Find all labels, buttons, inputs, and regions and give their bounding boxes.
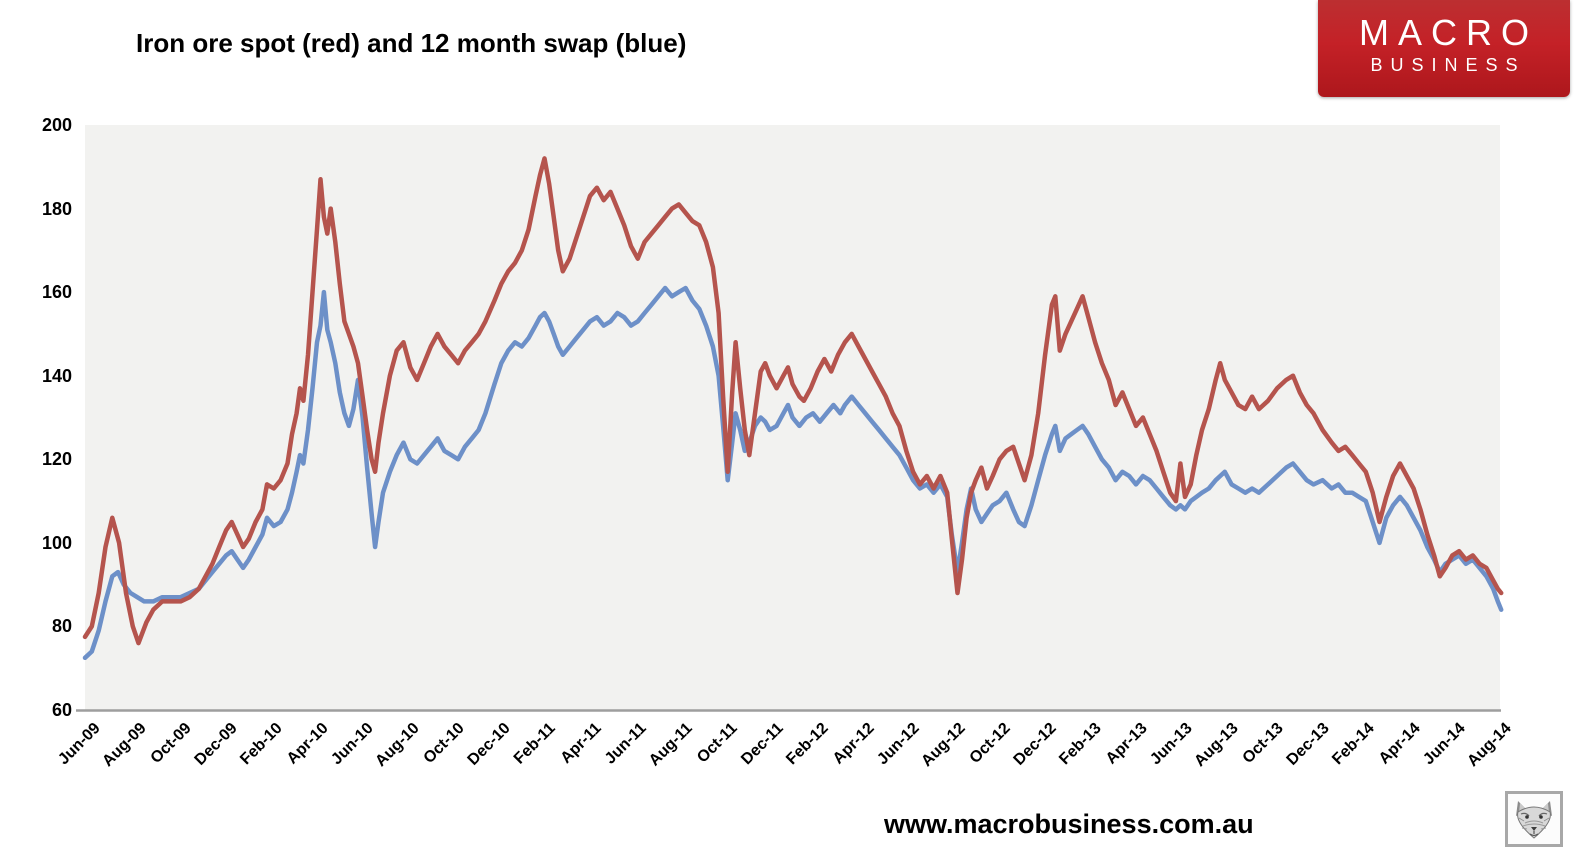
wolf-logo bbox=[1505, 791, 1563, 847]
y-axis-tick-label: 200 bbox=[41, 115, 72, 135]
y-axis-tick-label: 140 bbox=[41, 365, 72, 386]
chart-title: Iron ore spot (red) and 12 month swap (b… bbox=[136, 28, 687, 58]
y-axis-tick-label: 80 bbox=[51, 616, 72, 637]
y-axis-tick-label: 180 bbox=[41, 198, 72, 219]
logo-text-macro: MACRO bbox=[1359, 12, 1538, 53]
logo-text-business: BUSINESS bbox=[1370, 55, 1526, 75]
macrobusiness-logo: MACRO BUSINESS bbox=[1318, 0, 1570, 97]
y-axis-tick-label: 160 bbox=[41, 282, 72, 303]
iron-ore-spot-series-line bbox=[82, 156, 1504, 646]
y-axis-tick-label: 100 bbox=[41, 532, 72, 553]
12-month-swap-series-line bbox=[82, 285, 1504, 661]
footer-url: www.macrobusiness.com.au bbox=[884, 809, 1254, 839]
y-axis-tick-label: 120 bbox=[41, 449, 72, 470]
y-axis-tick-label: 60 bbox=[51, 700, 72, 720]
wolf-head-icon bbox=[1516, 801, 1552, 839]
